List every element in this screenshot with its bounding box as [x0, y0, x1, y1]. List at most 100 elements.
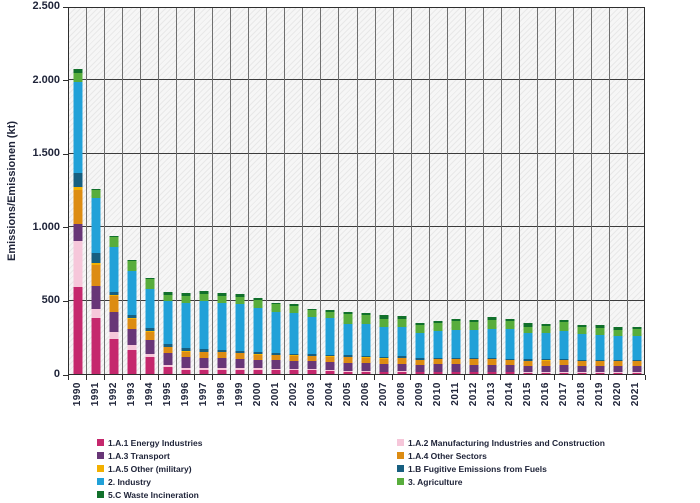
x-axis-label: 2015	[519, 382, 537, 420]
bar-segment	[307, 369, 317, 371]
x-tick-mark	[554, 375, 556, 380]
bar-segment	[163, 366, 173, 374]
bar-segment	[559, 365, 569, 373]
bar-segment	[523, 333, 533, 360]
x-axis-label-text: 2010	[432, 382, 444, 407]
bar-segment	[127, 317, 137, 319]
bar-segment	[577, 334, 587, 360]
bar-segment	[379, 356, 389, 359]
x-axis-label-text: 2003	[305, 382, 317, 407]
x-axis-label: 1995	[158, 382, 176, 420]
bar-segment	[505, 371, 515, 373]
x-axis-label-text: 2002	[287, 382, 299, 407]
x-tick-mark	[265, 375, 267, 380]
bar-segment	[487, 371, 497, 373]
bar-segment	[73, 82, 83, 173]
bar-segment	[289, 368, 299, 371]
y-tick-mark	[63, 80, 68, 82]
x-axis-label-text: 1995	[161, 382, 173, 407]
x-tick-mark	[446, 375, 448, 380]
x-axis-label: 2018	[573, 382, 591, 420]
bar-segment	[199, 349, 209, 352]
bar-segment	[271, 368, 281, 370]
bar-segment	[361, 324, 371, 356]
bar-segment	[289, 370, 299, 374]
bar-segment	[217, 303, 227, 351]
bar-segment	[379, 358, 389, 364]
bar-segment	[253, 299, 263, 309]
x-axis-label: 2021	[627, 382, 645, 420]
bar-segment	[91, 189, 101, 191]
bar-segment	[541, 359, 551, 361]
bar-segment	[451, 320, 461, 330]
plot-area	[68, 7, 645, 375]
x-axis-label: 2006	[357, 382, 375, 420]
stacked-bar	[343, 311, 353, 374]
bar-segment	[469, 372, 479, 374]
bar-segment	[451, 372, 461, 374]
legend-label: 1.A.3 Transport	[108, 450, 170, 461]
bar-segment	[415, 372, 425, 374]
legend-item: 1.B Fugitive Emissions from Fuels	[397, 462, 605, 475]
y-tick-mark	[63, 227, 68, 229]
category-column	[394, 8, 412, 374]
bar-segment	[91, 190, 101, 199]
bar-segment	[379, 372, 389, 374]
x-tick-mark	[67, 375, 69, 380]
stacked-bar	[253, 298, 263, 374]
x-axis-label-text: 2008	[396, 382, 408, 407]
bar-segment	[343, 314, 353, 324]
bar-segment	[217, 352, 227, 358]
bar-segment	[145, 331, 155, 341]
x-tick-mark	[626, 375, 628, 380]
legend-item: 1.A.3 Transport	[97, 449, 202, 462]
stacked-bar	[541, 323, 551, 374]
bar-segment	[235, 303, 245, 351]
x-axis-label: 2000	[248, 382, 266, 420]
bar-segment	[91, 286, 101, 309]
bar-segment	[109, 237, 119, 247]
stacked-bar	[199, 290, 209, 374]
bar-segment	[415, 332, 425, 359]
bar-segment	[343, 357, 353, 363]
bar-segment	[595, 325, 605, 328]
x-tick-mark	[301, 375, 303, 380]
legend-label: 2. Industry	[108, 476, 151, 487]
x-axis-label-text: 2017	[558, 382, 570, 407]
bar-segment	[73, 240, 83, 288]
bar-segment	[433, 371, 443, 373]
bar-segment	[199, 357, 209, 368]
x-axis-label: 1994	[140, 382, 158, 420]
bar-segment	[487, 328, 497, 358]
category-column	[610, 8, 628, 374]
stacked-bar	[181, 292, 191, 374]
bar-segment	[271, 369, 281, 374]
x-axis-label-text: 2018	[576, 382, 588, 407]
stacked-bar	[577, 324, 587, 374]
bar-segment	[181, 368, 191, 371]
bar-segment	[451, 364, 461, 372]
y-axis-title: Emissions/Emissionen (kt)	[6, 121, 18, 261]
bar-segment	[163, 346, 173, 348]
x-tick-mark	[518, 375, 520, 380]
bar-segment	[415, 371, 425, 373]
legend-label: 3. Agriculture	[408, 476, 463, 487]
x-axis-label-text: 1996	[179, 382, 191, 407]
category-column	[430, 8, 448, 374]
category-column	[628, 8, 646, 374]
x-tick-mark	[157, 375, 159, 380]
x-axis-label: 2019	[591, 382, 609, 420]
bar-segment	[307, 308, 317, 311]
bar-segment	[289, 360, 299, 369]
bar-segment	[235, 369, 245, 374]
x-axis-label-text: 2013	[486, 382, 498, 407]
bar-segment	[632, 361, 642, 366]
bar-segment	[109, 246, 119, 293]
bar-segment	[127, 259, 137, 262]
y-tick-mark	[63, 153, 68, 155]
bar-segment	[613, 359, 623, 361]
bar-segment	[379, 371, 389, 373]
x-axis-label: 1990	[68, 382, 86, 420]
bar-segment	[632, 359, 642, 361]
